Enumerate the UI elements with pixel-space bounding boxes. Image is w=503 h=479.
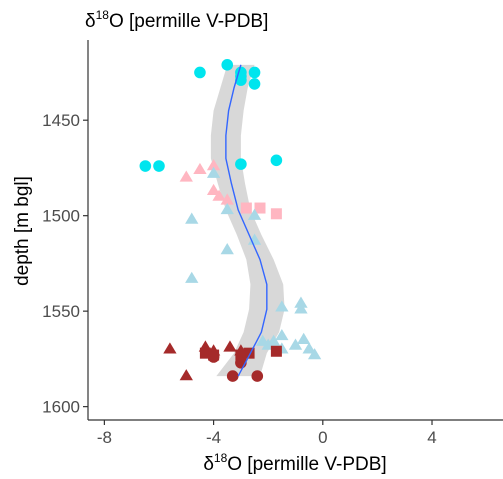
x-axis-title: δ18O [permille V-PDB] <box>203 451 386 475</box>
point-pink-square-2 <box>270 208 282 220</box>
point-pink-triangle-3 <box>212 189 226 201</box>
point-lightblue-triangle-12 <box>302 342 316 354</box>
point-darkred-triangle-0 <box>163 342 177 354</box>
point-pink-square-1 <box>254 202 266 214</box>
point-pink-square-0 <box>240 202 252 214</box>
point-cyan-circle-3 <box>248 66 261 79</box>
point-pink-triangle-2 <box>206 159 221 171</box>
point-lightblue-triangle-4 <box>220 243 234 255</box>
point-cyan-circle-6 <box>248 78 261 90</box>
x-axis-title-rest: O [permille V-PDB] <box>227 454 386 475</box>
x-tick-label-0: 0 <box>318 428 327 447</box>
point-pink-triangle-1 <box>193 162 207 175</box>
chart-title-superscript: 18 <box>96 8 110 22</box>
plot-area <box>139 59 322 382</box>
x-tick-label--8: -8 <box>97 428 112 447</box>
point-lightblue-triangle-5 <box>247 233 262 245</box>
point-lightblue-triangle-17 <box>256 334 270 346</box>
x-tick-label-4: 4 <box>427 428 436 447</box>
smooth-line <box>225 64 268 377</box>
point-darkred-square-4 <box>270 345 282 357</box>
point-cyan-circle-7 <box>139 160 152 172</box>
point-lightblue-triangle-14 <box>288 338 303 350</box>
chart-title-rest: O [permille V-PDB] <box>109 11 268 32</box>
point-lightblue-triangle-7 <box>275 300 289 312</box>
point-lightblue-triangle-8 <box>294 302 308 314</box>
point-lightblue-triangle-9 <box>294 296 308 308</box>
smooth-ribbon <box>210 64 285 377</box>
x-axis-title-superscript: 18 <box>214 451 228 465</box>
y-tick-label-1550: 1550 <box>42 302 80 321</box>
point-cyan-circle-5 <box>235 74 247 86</box>
y-axis-title: depth [m bgl] <box>12 176 33 286</box>
point-pink-triangle-0 <box>179 170 193 182</box>
point-cyan-circle-0 <box>221 59 234 71</box>
point-lightblue-triangle-13 <box>307 348 322 360</box>
point-lightblue-triangle-15 <box>297 332 311 344</box>
point-darkred-square-3 <box>243 347 255 359</box>
point-darkred-triangle-4 <box>223 340 237 352</box>
point-cyan-circle-10 <box>270 154 283 167</box>
point-darkred-circle-2 <box>226 370 239 382</box>
point-lightblue-triangle-1 <box>185 212 199 224</box>
y-tick-label-1450: 1450 <box>42 111 80 130</box>
point-lightblue-triangle-16 <box>275 328 289 341</box>
point-darkred-square-2 <box>235 349 247 361</box>
point-lightblue-triangle-2 <box>220 202 234 215</box>
chart-title: δ18O [permille V-PDB] <box>85 8 268 32</box>
point-darkred-triangle-1 <box>179 369 193 381</box>
point-darkred-circle-0 <box>207 351 220 363</box>
point-lightblue-triangle-18 <box>267 334 281 346</box>
x-tick-label--4: -4 <box>206 428 221 447</box>
axis-ticks: -8 -4 0 4 1450 1500 1550 1600 <box>42 111 437 447</box>
point-pink-triangle-4 <box>206 183 221 196</box>
point-cyan-circle-8 <box>153 160 165 172</box>
point-cyan-circle-9 <box>235 158 247 170</box>
x-axis-title-prefix: δ <box>203 454 214 475</box>
point-lightblue-triangle-0 <box>206 166 221 178</box>
point-lightblue-triangle-3 <box>247 208 262 220</box>
point-lightblue-triangle-6 <box>185 271 199 283</box>
point-cyan-circle-1 <box>194 66 206 79</box>
y-tick-label-1500: 1500 <box>42 207 80 226</box>
y-tick-label-1600: 1600 <box>42 398 80 417</box>
point-darkred-circle-3 <box>251 370 264 382</box>
point-pink-triangle-5 <box>220 193 234 205</box>
chart-title-prefix: δ <box>85 11 96 32</box>
point-darkred-square-0 <box>199 347 211 359</box>
